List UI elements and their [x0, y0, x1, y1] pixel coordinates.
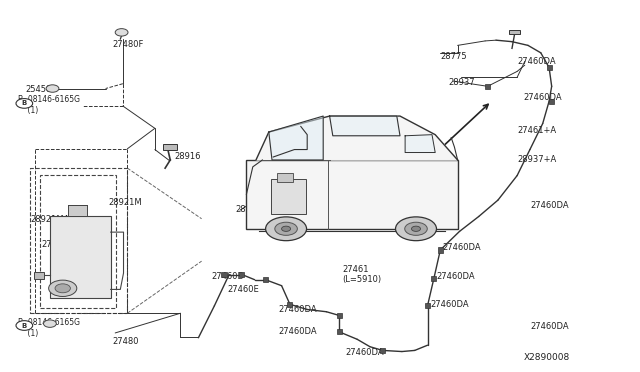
- Text: 27460E: 27460E: [227, 285, 259, 294]
- Text: 28921M: 28921M: [109, 198, 143, 207]
- Bar: [34, 272, 44, 279]
- Bar: [509, 30, 520, 34]
- Text: 27485: 27485: [42, 240, 68, 249]
- Bar: [547, 65, 552, 70]
- Bar: [40, 175, 116, 308]
- Polygon shape: [269, 116, 323, 160]
- Text: 27460DA: 27460DA: [346, 348, 384, 357]
- Text: 27461
(L=5910): 27461 (L=5910): [342, 265, 381, 284]
- Circle shape: [404, 222, 428, 235]
- Text: 27461+A: 27461+A: [517, 126, 556, 135]
- Bar: [221, 272, 227, 277]
- Text: B  08146-6165G
    (1): B 08146-6165G (1): [18, 318, 80, 338]
- Polygon shape: [405, 135, 435, 153]
- Text: 28937: 28937: [448, 78, 475, 87]
- Text: 27460DA: 27460DA: [524, 93, 562, 102]
- Text: 27460DA: 27460DA: [436, 272, 475, 280]
- Circle shape: [55, 284, 70, 293]
- Circle shape: [16, 321, 33, 330]
- Bar: [287, 302, 292, 307]
- Circle shape: [412, 226, 420, 231]
- Text: 27460DA: 27460DA: [443, 243, 481, 252]
- Bar: [68, 205, 87, 216]
- Text: 27460D: 27460D: [211, 272, 244, 280]
- Text: 25450F: 25450F: [26, 85, 57, 94]
- Text: 27460DA: 27460DA: [278, 327, 317, 336]
- Bar: [438, 247, 443, 253]
- Circle shape: [275, 222, 298, 235]
- Bar: [425, 303, 430, 308]
- Bar: [246, 160, 458, 229]
- Text: 27460DA: 27460DA: [530, 201, 568, 210]
- Text: 27460DA: 27460DA: [530, 322, 568, 331]
- Polygon shape: [256, 116, 458, 160]
- Bar: [271, 179, 306, 214]
- Text: 27460DA: 27460DA: [278, 305, 317, 314]
- Circle shape: [266, 217, 307, 241]
- Circle shape: [115, 29, 128, 36]
- Bar: [239, 272, 244, 277]
- Bar: [50, 216, 111, 298]
- Circle shape: [44, 320, 56, 327]
- Text: B  08146-6165G
    (1): B 08146-6165G (1): [18, 95, 80, 115]
- Bar: [380, 348, 385, 353]
- Bar: [277, 173, 293, 182]
- Bar: [30, 168, 127, 313]
- Bar: [485, 84, 490, 89]
- Text: 27480F: 27480F: [112, 40, 143, 49]
- Bar: [431, 276, 436, 281]
- Bar: [337, 313, 342, 318]
- Text: 28460G: 28460G: [236, 205, 269, 214]
- Text: 27480: 27480: [112, 337, 138, 346]
- Text: X2890008: X2890008: [524, 353, 570, 362]
- Circle shape: [16, 99, 33, 108]
- Polygon shape: [330, 116, 400, 136]
- Text: B: B: [22, 323, 27, 328]
- Bar: [337, 329, 342, 334]
- Bar: [163, 144, 177, 150]
- Text: 28937+A: 28937+A: [517, 155, 556, 164]
- Text: 28775: 28775: [440, 52, 467, 61]
- Bar: [549, 99, 554, 104]
- Circle shape: [49, 280, 77, 296]
- Text: 27460DA: 27460DA: [256, 186, 294, 195]
- Text: 27460DA: 27460DA: [430, 300, 468, 309]
- Text: B: B: [22, 100, 27, 106]
- Circle shape: [46, 85, 59, 92]
- Text: 28916: 28916: [174, 153, 200, 161]
- Circle shape: [282, 226, 291, 231]
- Bar: [263, 277, 268, 282]
- Circle shape: [396, 217, 436, 241]
- Text: 28921MA: 28921MA: [31, 215, 70, 224]
- Text: 27460DA: 27460DA: [517, 57, 556, 66]
